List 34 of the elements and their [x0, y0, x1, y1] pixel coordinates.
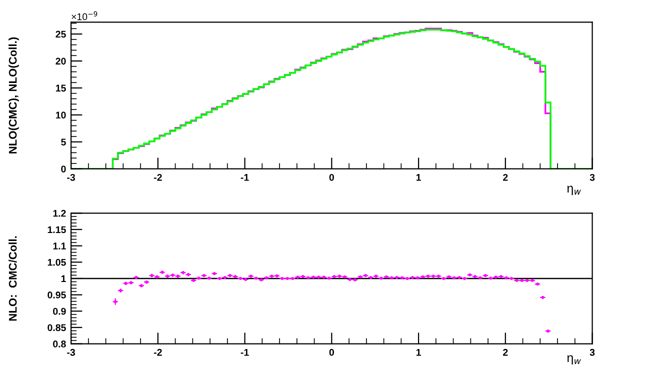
- x-tick-label: 2: [503, 348, 508, 356]
- x-tick-label: -3: [67, 348, 76, 356]
- y-axis-title: NLO(CMC), NLO(Coll.): [8, 37, 19, 154]
- y-tick-label: 0.85: [48, 324, 66, 332]
- text: ×10$^{−9}$: [72, 11, 98, 20]
- x-axis-title: η$_{w}$: [567, 186, 581, 196]
- y-tick-label: 10: [56, 112, 66, 119]
- y-tick-label: 0: [61, 166, 66, 172]
- x-tick-label: -2: [154, 174, 162, 181]
- y-axis-title: NLO: CMC/Coll.: [8, 236, 17, 321]
- y-tick-label: 0.9: [53, 308, 66, 315]
- y-tick-label: 15: [56, 84, 66, 92]
- y-tick-label: 5: [61, 138, 66, 146]
- y-tick-label: 0.95: [48, 292, 66, 298]
- x-tick-label: 3: [590, 174, 595, 181]
- y-tick-label: 1: [61, 275, 66, 282]
- x-tick-label: 0: [329, 348, 334, 356]
- x-tick-label: 1: [416, 174, 421, 181]
- y-tick-label: 1.15: [48, 226, 66, 234]
- x-tick-label: 2: [503, 174, 508, 181]
- x-tick-label: 1: [416, 349, 421, 356]
- x-axis-title: η$_{w}$: [567, 355, 581, 365]
- y-tick-label: 20: [56, 58, 66, 65]
- x-tick-label: -3: [67, 174, 76, 181]
- y-tick-label: 1.2: [53, 210, 66, 217]
- y-tick-label: 1.05: [48, 258, 66, 266]
- x-tick-label: 3: [590, 348, 595, 356]
- y-tick-label: 0.8: [53, 340, 66, 348]
- x-tick-label: -1: [240, 349, 249, 356]
- x-tick-label: -1: [240, 174, 249, 181]
- y-tick-label: 25: [56, 30, 66, 38]
- x-tick-label: -2: [154, 348, 162, 356]
- y-tick-label: 1.1: [53, 242, 66, 250]
- x-tick-label: 0: [329, 174, 334, 181]
